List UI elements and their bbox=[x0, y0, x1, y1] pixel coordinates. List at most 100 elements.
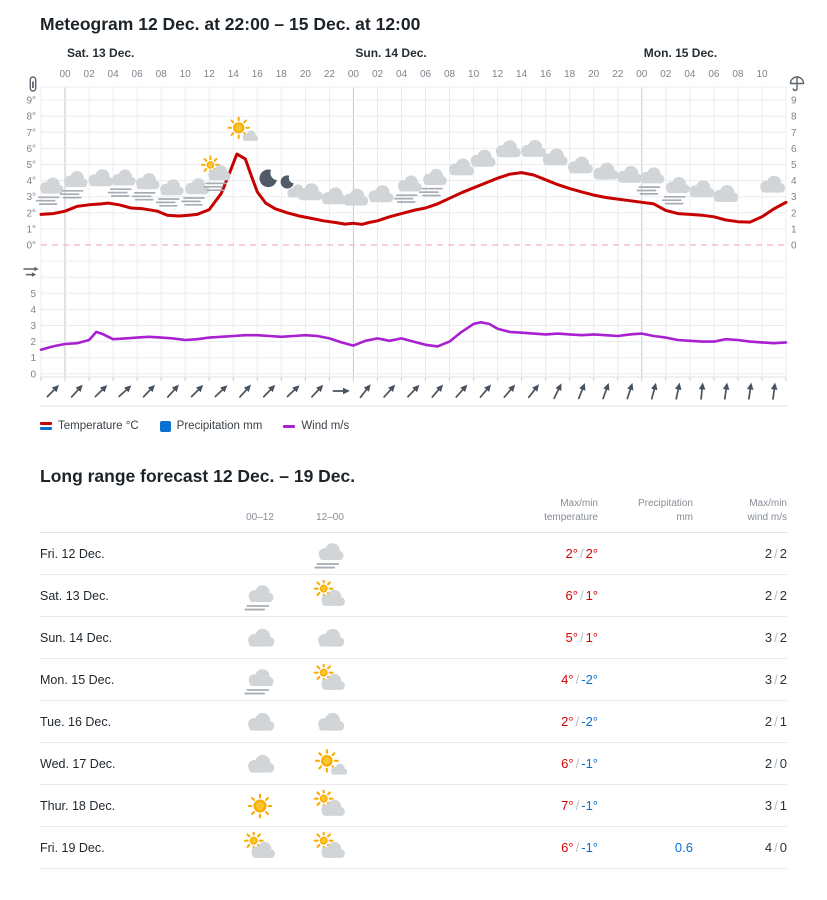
meteogram-title: Meteogram 12 Dec. at 22:00 – 15 Dec. at … bbox=[40, 14, 421, 34]
fog-icon bbox=[107, 169, 136, 197]
wind-max-min: 3/2 bbox=[764, 630, 787, 645]
temp-axis-label: 9° bbox=[26, 96, 36, 107]
wind-direction-arrow bbox=[650, 382, 658, 400]
precip-axis-label: 0 bbox=[791, 241, 797, 252]
hour-label: 02 bbox=[84, 69, 96, 80]
fog-icon bbox=[131, 173, 160, 201]
forecast-day: Fri. 12 Dec. bbox=[40, 546, 105, 561]
fog-icon bbox=[419, 168, 447, 197]
forecast-header-row: 00–12 12–00 Max/min temperature Precipit… bbox=[40, 497, 787, 533]
temp-axis-label: 5° bbox=[26, 160, 36, 171]
legend-label: Wind m/s bbox=[301, 420, 350, 432]
precip-axis-label: 1 bbox=[791, 224, 797, 235]
weather-icon-12-00 bbox=[295, 706, 365, 738]
hour-label: 06 bbox=[132, 69, 144, 80]
wind-direction-arrow bbox=[577, 383, 586, 400]
wind-direction-arrow bbox=[70, 384, 83, 398]
weather-icon-00-12 bbox=[225, 580, 295, 612]
wind-direction-arrow bbox=[332, 387, 350, 395]
wind-max-min: 3/2 bbox=[764, 672, 787, 687]
forecast-row: Tue. 16 Dec. 2° / -2° 2/1 bbox=[40, 701, 787, 743]
wind-direction-arrow bbox=[602, 383, 610, 400]
wind-direction-arrow bbox=[722, 382, 730, 400]
wind-direction-arrow bbox=[311, 384, 324, 398]
sun-cloud-icon bbox=[313, 831, 345, 858]
temp-max-min: 6° / -1° bbox=[561, 756, 598, 771]
cloud-icon bbox=[248, 712, 275, 731]
temperature-line bbox=[39, 152, 788, 226]
weather-icon-00-12 bbox=[225, 664, 295, 696]
temp-axis-label: 2° bbox=[26, 208, 36, 219]
forecast-day: Thur. 18 Dec. bbox=[40, 798, 116, 813]
temp-axis-label: 3° bbox=[26, 192, 36, 203]
cloud-icon bbox=[368, 185, 394, 203]
hour-label: 14 bbox=[516, 69, 528, 80]
precip-axis-label: 3 bbox=[791, 192, 797, 203]
hour-label: 14 bbox=[228, 69, 240, 80]
cloud-icon bbox=[88, 169, 114, 187]
hour-label: 18 bbox=[276, 69, 288, 80]
forecast-row: Mon. 15 Dec. 4° / -2° 3/2 bbox=[40, 659, 787, 701]
cloud-icon bbox=[689, 180, 715, 198]
cloud-icon bbox=[593, 162, 619, 180]
precipitation-legend-icon bbox=[159, 420, 171, 432]
wind-max-min: 2/1 bbox=[764, 714, 787, 729]
precip-axis-label: 9 bbox=[791, 96, 797, 107]
cloud-icon bbox=[470, 149, 496, 167]
forecast-title: Long range forecast 12 Dec. – 19 Dec. bbox=[40, 466, 356, 486]
hour-label: 04 bbox=[684, 69, 696, 80]
hour-label: 00 bbox=[348, 69, 360, 80]
legend-label: Temperature °C bbox=[58, 420, 139, 432]
chart-legend: Temperature °C Precipitation mm Wind m/s bbox=[40, 420, 827, 432]
wind-direction-arrow bbox=[214, 385, 228, 398]
sun-big-cloud-icon bbox=[227, 116, 259, 141]
fog-icon bbox=[59, 171, 88, 199]
temp-axis-label: 7° bbox=[26, 128, 36, 139]
col-header-temperature: Max/min temperature bbox=[544, 498, 598, 523]
temp-max-min: 6°/1° bbox=[565, 588, 599, 603]
moon-icon bbox=[259, 169, 277, 188]
thermometer-icon bbox=[29, 76, 37, 92]
weather-icon-00-12 bbox=[225, 706, 295, 738]
col-header-wind: Max/min wind m/s bbox=[747, 498, 787, 523]
sun-cloud-icon bbox=[313, 789, 345, 816]
wind-direction-arrow bbox=[675, 382, 682, 400]
wind-max-min: 2/2 bbox=[764, 546, 787, 561]
day-label: Sun. 14 Dec. bbox=[355, 46, 426, 60]
legend-item-temperature: Temperature °C bbox=[40, 420, 139, 432]
hour-label: 08 bbox=[156, 69, 168, 80]
wind-direction-arrow bbox=[455, 384, 468, 398]
fog-icon bbox=[244, 584, 274, 610]
hour-label: 00 bbox=[636, 69, 648, 80]
precip-axis-label: 6 bbox=[791, 144, 797, 155]
hour-label: 22 bbox=[324, 69, 336, 80]
wind-max-min: 2/2 bbox=[764, 588, 787, 603]
hour-label: 04 bbox=[108, 69, 120, 80]
weather-icon-12-00 bbox=[295, 748, 365, 780]
weather-icon-12-00 bbox=[295, 831, 365, 864]
sun-cloud-icon bbox=[313, 663, 345, 690]
hour-label: 02 bbox=[372, 69, 384, 80]
weather-icon-12-00 bbox=[295, 789, 365, 822]
hour-label: 10 bbox=[468, 69, 480, 80]
temp-axis-label: 6° bbox=[26, 144, 36, 155]
fog-icon bbox=[181, 178, 209, 206]
wind-direction-arrow bbox=[286, 385, 300, 398]
wind-line bbox=[39, 320, 788, 352]
wind-axis-label: 2 bbox=[30, 337, 36, 348]
hour-label: 12 bbox=[492, 69, 504, 80]
wind-direction-arrow bbox=[479, 384, 492, 398]
hour-label: 12 bbox=[204, 69, 216, 80]
wind-direction-arrow bbox=[626, 382, 634, 400]
hour-label: 18 bbox=[564, 69, 576, 80]
temp-max-min: 4° / -2° bbox=[561, 672, 598, 687]
wind-direction-arrow bbox=[503, 384, 516, 398]
wind-direction-arrow bbox=[46, 384, 60, 398]
cloud-icon bbox=[617, 165, 643, 183]
legend-label: Precipitation mm bbox=[176, 420, 263, 432]
temperature-legend-icon bbox=[40, 422, 52, 430]
temp-axis-label: 8° bbox=[26, 112, 36, 123]
temp-axis-label: 0° bbox=[26, 241, 36, 252]
cloud-icon bbox=[521, 140, 547, 157]
wind-axis-label: 0 bbox=[30, 369, 36, 380]
